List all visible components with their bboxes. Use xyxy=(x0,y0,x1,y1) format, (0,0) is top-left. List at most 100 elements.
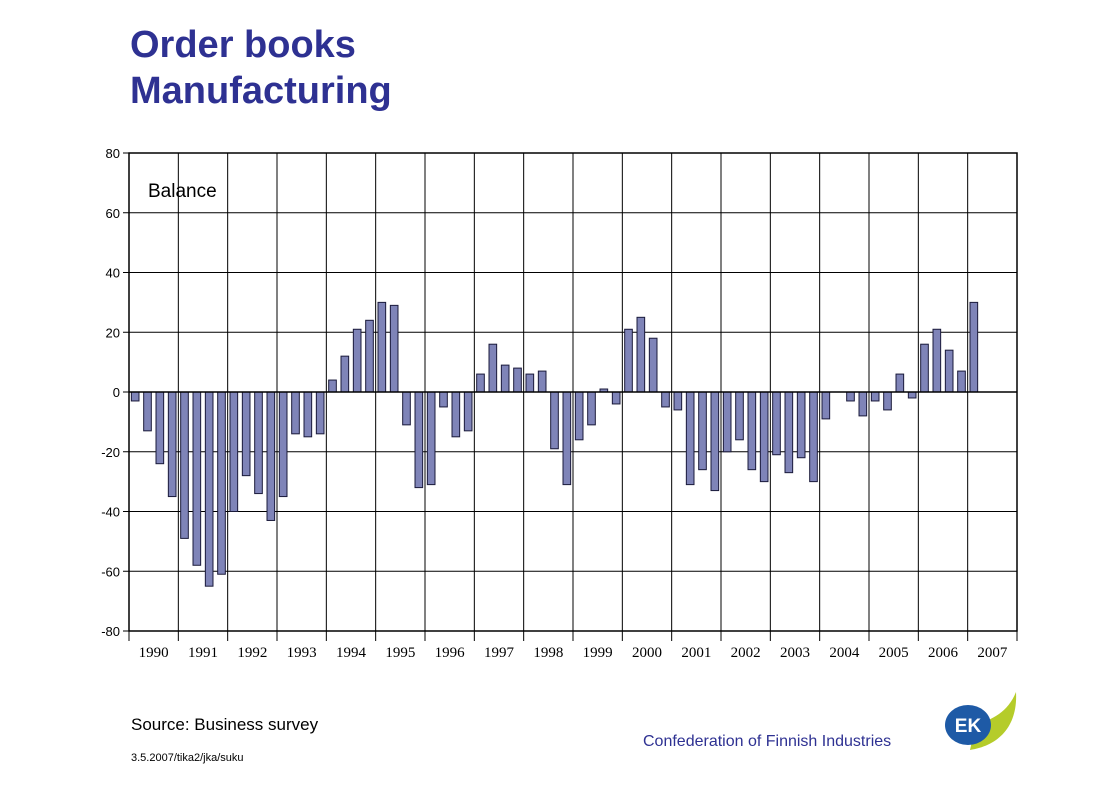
slide-title: Order books Manufacturing xyxy=(130,22,392,114)
x-tick-label: 2002 xyxy=(731,645,761,661)
x-tick-label: 1996 xyxy=(435,645,466,661)
bar xyxy=(167,391,177,498)
bar xyxy=(525,373,535,393)
bar xyxy=(463,391,473,432)
bar xyxy=(957,370,966,393)
title-line-2: Manufacturing xyxy=(130,70,392,112)
bar xyxy=(352,328,362,393)
bar xyxy=(944,349,954,393)
bar xyxy=(513,367,522,393)
x-tick-label: 2006 xyxy=(928,645,959,661)
x-tick-label: 2004 xyxy=(829,645,860,661)
bar xyxy=(130,391,140,402)
bar xyxy=(143,391,152,432)
bar xyxy=(636,316,646,393)
bar xyxy=(439,391,448,408)
x-tick-label: 1993 xyxy=(287,645,317,661)
bar xyxy=(611,391,621,405)
bar xyxy=(451,391,461,438)
bar xyxy=(883,391,892,411)
bar xyxy=(920,343,929,393)
x-tick-label: 2000 xyxy=(632,645,662,661)
y-tick-label: 20 xyxy=(106,325,120,340)
y-tick-label: 0 xyxy=(113,385,120,400)
bar xyxy=(278,391,288,498)
bar xyxy=(266,391,276,521)
bar xyxy=(241,391,251,477)
bar xyxy=(291,391,300,435)
bar xyxy=(537,370,547,393)
bar xyxy=(796,391,806,459)
bar xyxy=(192,391,202,566)
bar xyxy=(624,328,633,393)
bar xyxy=(476,373,485,393)
bar xyxy=(661,391,670,408)
x-tick-label: 2003 xyxy=(780,645,810,661)
reference-code: 3.5.2007/tika2/jka/suku xyxy=(131,752,244,764)
x-tick-label: 1990 xyxy=(139,645,169,661)
bar xyxy=(858,391,868,417)
bar xyxy=(328,379,337,393)
chart-axes xyxy=(123,152,1018,641)
x-tick-label: 2005 xyxy=(879,645,909,661)
organization-name: Confederation of Finnish Industries xyxy=(643,733,892,750)
bar xyxy=(426,391,436,486)
ek-logo-text: EK xyxy=(955,716,982,737)
y-axis-labels: 80 60 40 20 0 -20 -40 -60 -80 xyxy=(101,146,120,639)
bar xyxy=(204,391,214,587)
y-tick-label: -60 xyxy=(101,564,120,579)
bar xyxy=(365,319,374,393)
y-tick-label: 60 xyxy=(106,206,120,221)
x-tick-label: 1998 xyxy=(533,645,563,661)
x-tick-label: 1995 xyxy=(385,645,415,661)
bar xyxy=(587,391,596,426)
bar xyxy=(229,391,239,512)
x-tick-label: 1992 xyxy=(237,645,267,661)
x-tick-label: 1997 xyxy=(484,645,515,661)
chart-annotation-balance: Balance xyxy=(148,181,217,202)
chart-bars xyxy=(130,301,979,587)
y-tick-label: 80 xyxy=(106,146,120,161)
bar xyxy=(315,391,325,435)
y-tick-label: -40 xyxy=(101,505,120,520)
bar xyxy=(772,391,781,456)
bar xyxy=(155,391,165,465)
bar xyxy=(402,391,411,426)
bar xyxy=(673,391,683,411)
bar xyxy=(550,391,559,450)
bar xyxy=(747,391,757,471)
x-tick-label: 2007 xyxy=(977,645,1008,661)
bar xyxy=(180,391,189,539)
bar xyxy=(217,391,226,575)
bar xyxy=(907,391,917,399)
bar xyxy=(735,391,744,441)
x-axis-labels: 1990 1991 1992 1993 1994 1995 1996 1997 1998 1999… xyxy=(139,645,1008,661)
bar xyxy=(574,391,584,441)
bar xyxy=(759,391,769,483)
bar xyxy=(414,391,424,489)
bar xyxy=(870,391,880,402)
bar xyxy=(562,391,572,486)
bar xyxy=(710,391,720,492)
x-tick-label: 1999 xyxy=(583,645,613,661)
bar xyxy=(648,337,658,393)
bar xyxy=(784,391,794,474)
bar xyxy=(303,391,313,438)
bar xyxy=(722,391,732,453)
y-tick-label: -80 xyxy=(101,624,120,639)
x-tick-label: 1994 xyxy=(336,645,367,661)
bar xyxy=(821,391,831,420)
title-line-1: Order books xyxy=(130,24,356,66)
bar xyxy=(500,364,510,393)
y-tick-label: 40 xyxy=(106,266,120,281)
x-tick-label: 1991 xyxy=(188,645,218,661)
y-tick-label: -20 xyxy=(101,445,120,460)
bar xyxy=(377,301,387,393)
ek-logo-icon: EK xyxy=(945,692,1017,750)
bar xyxy=(389,304,399,393)
bar xyxy=(340,355,350,393)
source-note: Source: Business survey xyxy=(131,715,319,734)
bar xyxy=(488,343,498,393)
bar xyxy=(254,391,263,495)
